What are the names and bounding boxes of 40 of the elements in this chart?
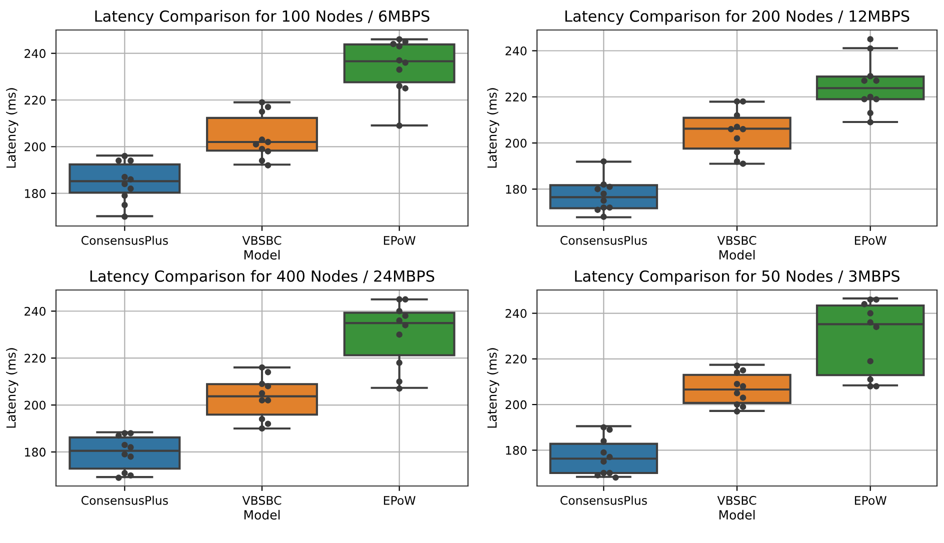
x-axis-title: Model xyxy=(719,510,755,520)
x-tick-label: VBSBC xyxy=(717,496,756,505)
x-tick-label: EPoW xyxy=(854,236,886,245)
x-tick-label: VBSBC xyxy=(242,496,282,505)
y-tick-label: 220 xyxy=(24,96,46,105)
x-tick-label: VBSBC xyxy=(717,236,756,245)
x-tick-label: ConsensusPlus xyxy=(82,236,168,245)
x-tick-label: EPoW xyxy=(384,236,416,245)
y-tick-label: 180 xyxy=(506,184,526,194)
x-tick-label: EPoW xyxy=(384,496,416,505)
y-tick-label: 240 xyxy=(24,306,46,316)
y-axis-title: Latency (ms) xyxy=(487,88,500,168)
y-tick-label: 240 xyxy=(506,46,526,56)
y-tick-label: 240 xyxy=(24,49,46,58)
y-tick-label: 240 xyxy=(506,308,526,318)
y-tick-label: 220 xyxy=(24,354,46,363)
y-tick-label: 220 xyxy=(506,354,526,364)
y-axis-title: Latency (ms) xyxy=(6,348,18,428)
x-tick-label: ConsensusPlus xyxy=(82,496,168,505)
x-axis-title: Model xyxy=(244,250,280,260)
y-tick-label: 200 xyxy=(506,138,526,148)
x-axis-title: Model xyxy=(719,250,755,260)
y-tick-label: 220 xyxy=(506,92,526,102)
y-tick-label: 180 xyxy=(25,448,46,457)
x-tick-label: EPoW xyxy=(854,496,886,505)
x-tick-label: ConsensusPlus xyxy=(560,496,647,505)
chart-title: Latency Comparison for 50 Nodes / 3MBPS xyxy=(575,270,900,285)
y-tick-label: 200 xyxy=(506,400,526,410)
y-axis-title: Latency (ms) xyxy=(6,88,18,168)
chart-title: Latency Comparison for 200 Nodes / 12MBPS xyxy=(565,10,910,25)
y-axis-title: Latency (ms) xyxy=(487,348,500,428)
chart-title: Latency Comparison for 100 Nodes / 6MBPS xyxy=(95,10,430,25)
y-tick-label: 180 xyxy=(506,446,526,455)
y-tick-label: 200 xyxy=(24,400,46,410)
y-tick-label: 180 xyxy=(25,189,46,198)
x-axis-title: Model xyxy=(244,510,280,520)
y-tick-label: 200 xyxy=(24,142,46,152)
x-tick-label: VBSBC xyxy=(242,236,282,245)
x-tick-label: ConsensusPlus xyxy=(560,236,647,245)
chart-title: Latency Comparison for 400 Nodes / 24MBPS xyxy=(90,270,434,285)
